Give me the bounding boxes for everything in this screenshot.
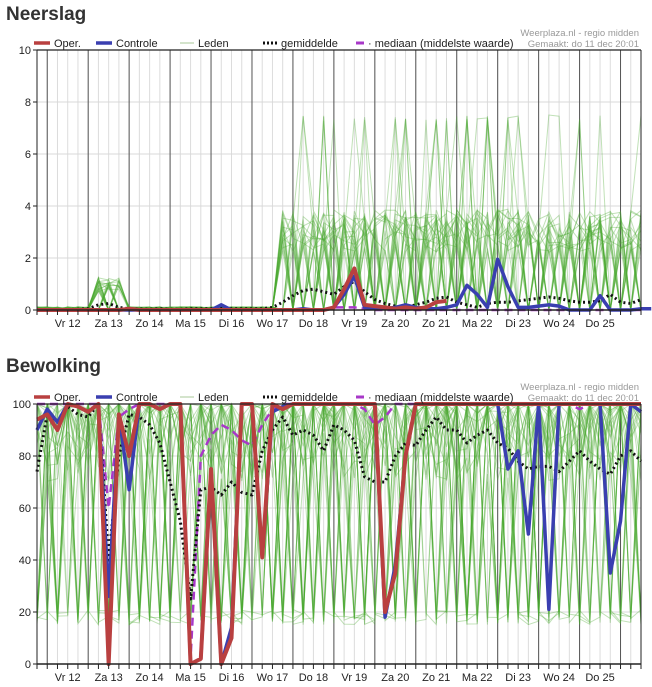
x-tick-label: Zo 14 [136,318,164,330]
y-tick-label: 80 [19,451,31,463]
x-tick-label: Zo 14 [136,672,164,684]
x-tick-label: Wo 24 [543,672,575,684]
made-timestamp: Gemaakt: do 11 dec 20:01 [528,393,639,404]
bewolking-chart: 0 20 40 60 80 100 Vr 12 Za 13 Zo 14 Ma 15 Di 16 Wo … [13,382,643,684]
x-tick-label: Vr 12 [55,672,81,684]
x-tick-label: Wo 17 [257,318,289,330]
x-tick-label: Za 13 [95,672,123,684]
ensemble-line [37,115,642,311]
legend-label: Oper. [54,38,81,50]
y-tick-label: 20 [19,607,31,619]
series-mediaan [37,306,641,312]
ensemble-line [37,402,642,626]
source-label: Weerplaza.nl - regio midden [520,382,639,393]
x-tick-label: Di 23 [505,672,531,684]
y-tick-label: 4 [25,201,31,213]
x-tick-label: Di 16 [219,672,245,684]
x-tick-label: Ma 22 [462,318,493,330]
legend-label: Controle [116,38,158,50]
y-tick-label: 100 [13,399,31,411]
legend-label: · mediaan (middelste waarde) [368,38,514,50]
ensemble-line [37,118,642,311]
x-tick-label: Zo 21 [422,672,450,684]
neerslag-chart: 0 2 4 6 8 10 Vr 12 Za 13 Zo 14 Ma 15 Di 16 Wo 17 Do … [19,28,652,330]
x-tick-label: Zo 21 [422,318,450,330]
legend-label: · mediaan (middelste waarde) [368,392,514,404]
legend-label: Leden [198,392,229,404]
ensemble-line [36,402,642,627]
x-tick-label: Ma 15 [175,672,206,684]
y-tick-label: 60 [19,503,31,515]
legend-label: Controle [116,392,158,404]
x-tick-label: Di 16 [219,318,245,330]
x-tick-label: Vr 19 [341,318,367,330]
ensemble-line [37,209,642,311]
x-tick-label: Do 25 [585,318,614,330]
ensemble-line [36,402,642,625]
legend-label: gemiddelde [281,38,338,50]
chart-title-bewolking: Bewolking [6,356,102,377]
x-tick-label: Za 13 [95,318,123,330]
y-tick-label: 0 [25,659,31,671]
x-tick-label: Ma 15 [175,318,206,330]
x-tick-label: Za 20 [381,672,409,684]
x-tick-label: Wo 24 [543,318,575,330]
x-tick-label: Za 20 [381,318,409,330]
chart-title-neerslag: Neerslag [6,4,87,25]
source-label: Weerplaza.nl - regio midden [520,28,639,39]
series-gemiddelde [37,279,642,311]
x-tick-label: Ma 22 [462,672,493,684]
y-tick-label: 40 [19,555,31,567]
legend-label: Leden [198,38,229,50]
legend-label: gemiddelde [281,392,338,404]
ensemble-line [37,402,641,626]
ensemble-line [36,116,641,311]
x-tick-label: Do 18 [299,672,328,684]
x-tick-label: Vr 12 [55,318,81,330]
y-tick-label: 8 [25,97,31,109]
x-tick-label: Do 18 [299,318,328,330]
y-tick-label: 6 [25,149,31,161]
y-tick-label: 2 [25,253,31,265]
x-tick-label: Do 25 [585,672,614,684]
ensemble-line [36,209,642,312]
legend-label: Oper. [54,392,81,404]
y-tick-label: 0 [25,305,31,317]
x-tick-label: Di 23 [505,318,531,330]
ensemble-members [36,114,642,312]
x-tick-label: Wo 17 [257,672,289,684]
made-timestamp: Gemaakt: do 11 dec 20:01 [528,39,639,50]
y-tick-label: 10 [19,45,31,57]
x-tick-label: Vr 19 [341,672,367,684]
